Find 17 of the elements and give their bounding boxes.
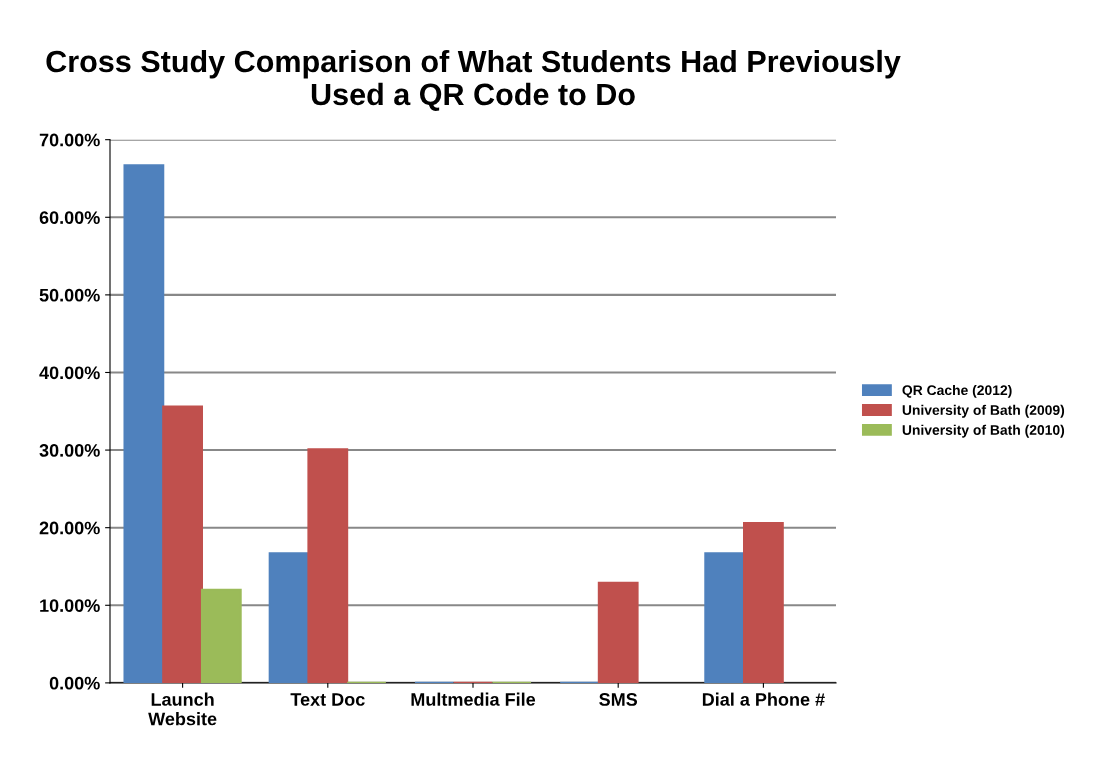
chart-title: Cross Study Comparison of What Students Had Previously Used a QR Code to Do [46,49,901,111]
y-tick-label: 10.00% [40,599,100,612]
legend-label: University of Bath (2009) [902,404,1065,418]
legend-label: University of Bath (2010) [902,424,1065,438]
y-tick-label: 60.00% [39,211,100,224]
y-tick-label: 50.00% [39,288,100,302]
y-tick-label: 30.00% [39,444,100,457]
x-tick-label: Dial a Phone # [702,692,825,706]
x-tick-label: Text Doc [290,693,365,706]
y-tick-label: 70.00% [39,133,100,147]
x-tick-label: SMS [599,693,638,706]
x-tick-label: Launch Website [148,692,217,726]
x-tick-label: Multmedia File [411,692,536,706]
legend-label: QR Cache (2012) [902,384,1012,398]
y-tick-label: 0.00% [49,676,100,690]
y-tick-label: 20.00% [39,521,100,535]
y-tick-label: 40.00% [39,366,100,380]
